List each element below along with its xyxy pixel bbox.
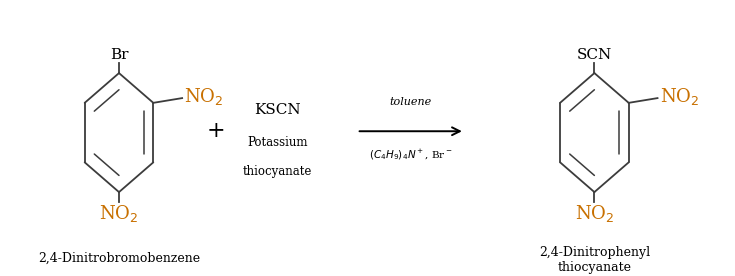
Text: KSCN: KSCN (254, 103, 301, 116)
Text: +: + (207, 120, 226, 142)
Text: 2,4-Dinitrobromobenzene: 2,4-Dinitrobromobenzene (38, 252, 200, 265)
Text: NO$_2$: NO$_2$ (575, 203, 614, 224)
Text: NO$_2$: NO$_2$ (184, 86, 223, 107)
Text: $(C_4H_9)_4N^+$, Br$^-$: $(C_4H_9)_4N^+$, Br$^-$ (369, 147, 453, 162)
Text: NO$_2$: NO$_2$ (660, 86, 699, 107)
Text: thiocyanate: thiocyanate (243, 165, 312, 178)
Text: thiocyanate: thiocyanate (557, 261, 631, 274)
Text: NO$_2$: NO$_2$ (99, 203, 139, 224)
Text: Br: Br (110, 48, 128, 62)
Text: toluene: toluene (390, 97, 432, 107)
Text: 2,4-Dinitrophenyl: 2,4-Dinitrophenyl (539, 246, 650, 259)
Text: Potassium: Potassium (247, 136, 308, 148)
Text: SCN: SCN (577, 48, 612, 62)
